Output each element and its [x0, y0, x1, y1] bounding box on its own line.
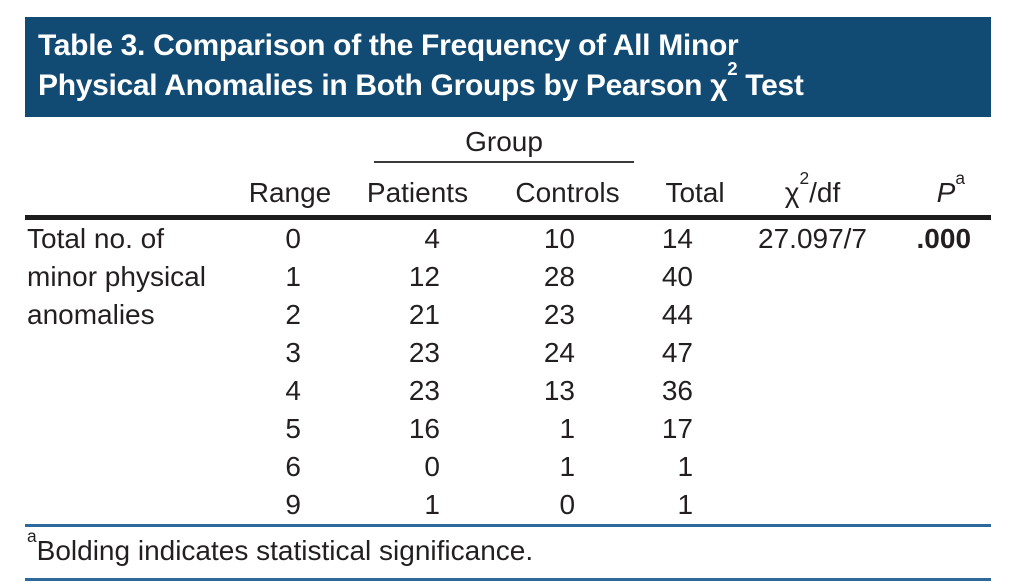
cell-controls: 23 [543, 299, 576, 330]
table-row: 4 23 13 36 [25, 372, 991, 410]
empty-header-cell [880, 122, 991, 164]
column-header-chi-df: χ2/df [745, 164, 881, 220]
chi-superscript: 2 [727, 57, 738, 79]
cell-p-value [880, 334, 991, 372]
comparison-table-wrap: Group Range Patients Controls Total χ2/d… [25, 122, 992, 581]
table-title-bar: Table 3. Comparison of the Frequency of … [25, 17, 991, 117]
column-header-p: Pa [880, 164, 992, 220]
cell-total: 1 [677, 489, 694, 520]
column-header-patients: Patients [345, 164, 490, 220]
footnote-marker: a [27, 525, 37, 546]
footnote-text: Bolding indicates statistical significan… [36, 535, 534, 566]
cell-chi-df [745, 486, 880, 524]
cell-range: 6 [285, 451, 301, 482]
row-label [25, 372, 235, 410]
row-label [25, 486, 235, 524]
table-row: 6 0 1 1 [25, 448, 991, 486]
row-label [25, 410, 235, 448]
cell-chi-df [745, 334, 880, 372]
cell-chi-df [745, 258, 880, 296]
cell-controls: 24 [543, 337, 576, 368]
cell-p-value [880, 486, 991, 524]
cell-p-value [880, 410, 991, 448]
group-header-row: Group [25, 122, 991, 164]
footnote-bottom-rule [25, 578, 991, 581]
table-row: 5 16 1 17 [25, 410, 991, 448]
row-label [25, 448, 235, 486]
cell-controls: 1 [559, 451, 576, 482]
table-title-line2: Physical Anomalies in Both Groups by Pea… [38, 57, 804, 102]
empty-header-cell [235, 122, 345, 164]
cell-p-value: .000 [916, 223, 972, 254]
table-row: 9 1 0 1 [25, 486, 991, 524]
empty-header-cell [25, 122, 235, 164]
cell-controls: 1 [559, 413, 576, 444]
p-footnote-marker: a [955, 167, 966, 188]
cell-controls: 10 [543, 223, 576, 254]
row-label: Total no. of [27, 223, 164, 254]
cell-range: 2 [285, 299, 301, 330]
cell-range: 4 [285, 375, 301, 406]
cell-patients: 1 [424, 489, 440, 520]
column-header-range: Range [235, 164, 345, 220]
cell-total: 44 [661, 299, 694, 330]
cell-p-value [880, 372, 991, 410]
cell-total: 1 [677, 451, 694, 482]
group-header-label: Group [374, 126, 635, 163]
cell-total: 17 [661, 413, 694, 444]
cell-controls: 13 [543, 375, 576, 406]
cell-patients: 4 [424, 223, 440, 254]
cell-patients: 0 [424, 451, 440, 482]
table-row: Total no. of 0 4 10 14 27.097/7 .000 [25, 218, 991, 259]
cell-chi-df [745, 448, 880, 486]
table-footnote: aBolding indicates statistical significa… [25, 527, 991, 578]
table-row: 3 23 24 47 [25, 334, 991, 372]
empty-header-cell [25, 164, 235, 220]
table-title-line1: Table 3. Comparison of the Frequency of … [38, 29, 739, 62]
cell-range: 5 [285, 413, 301, 444]
cell-patients: 12 [408, 261, 440, 292]
empty-header-cell [745, 122, 880, 164]
cell-controls: 28 [543, 261, 576, 292]
cell-range: 3 [285, 337, 301, 368]
row-label: anomalies [27, 299, 155, 330]
cell-total: 36 [661, 375, 694, 406]
row-label [25, 334, 235, 372]
cell-total: 47 [661, 337, 694, 368]
cell-patients: 21 [408, 299, 440, 330]
cell-p-value [880, 448, 991, 486]
table-row: minor physical 1 12 28 40 [25, 258, 991, 296]
cell-total: 40 [661, 261, 694, 292]
row-label: minor physical [27, 261, 206, 292]
cell-chi-df [745, 296, 880, 334]
cell-range: 9 [285, 489, 301, 520]
footnote-top-rule [25, 524, 991, 527]
cell-range: 1 [285, 261, 301, 292]
cell-patients: 23 [408, 337, 440, 368]
cell-patients: 23 [408, 375, 440, 406]
group-spanning-header: Group [345, 122, 645, 164]
chi-superscript: 2 [799, 167, 810, 188]
cell-chi-df [745, 372, 880, 410]
empty-header-cell [645, 122, 745, 164]
cell-range: 0 [285, 223, 301, 254]
comparison-table: Group Range Patients Controls Total χ2/d… [25, 122, 992, 524]
cell-controls: 0 [559, 489, 576, 520]
column-header-controls: Controls [490, 164, 646, 220]
column-header-row: Range Patients Controls Total χ2/df Pa [25, 164, 992, 220]
cell-total: 14 [661, 223, 694, 254]
column-header-total: Total [645, 164, 746, 220]
cell-patients: 16 [408, 413, 440, 444]
cell-chi-df: 27.097/7 [758, 223, 868, 254]
table-row: anomalies 2 21 23 44 [25, 296, 991, 334]
cell-p-value [880, 296, 991, 334]
cell-chi-df [745, 410, 880, 448]
cell-p-value [880, 258, 991, 296]
